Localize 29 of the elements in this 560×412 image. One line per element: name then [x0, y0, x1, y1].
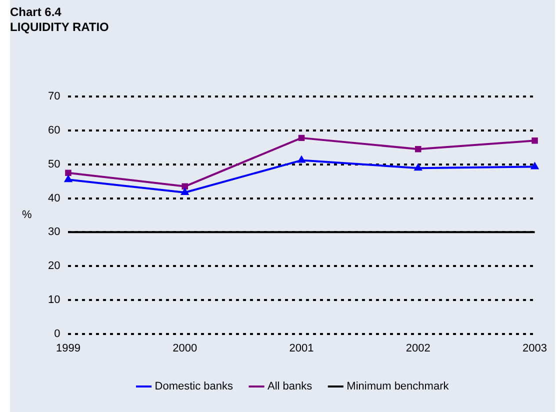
y-tick-label: 30 [48, 226, 60, 238]
x-tick-label: 2003 [522, 342, 548, 354]
point [415, 146, 422, 152]
y-axis-title: % [22, 209, 32, 222]
point [414, 164, 422, 171]
chart-subtitle: LIQUIDITY RATIO [10, 20, 109, 35]
chart-title: Chart 6.4 [10, 5, 62, 20]
y-tick-label: 60 [48, 124, 60, 137]
legend-label: Domestic banks [154, 380, 234, 393]
y-tick-label: 50 [48, 158, 60, 170]
point [182, 183, 188, 190]
point [65, 170, 72, 176]
point [181, 188, 188, 195]
y-tick-label: 0 [54, 328, 60, 340]
x-tick-label: 2002 [406, 342, 430, 354]
point [298, 134, 305, 142]
point [532, 138, 538, 144]
x-tick-label: 2001 [289, 342, 314, 354]
x-tick-label: 2000 [172, 342, 198, 354]
legend-label: Minimum benchmark [346, 380, 450, 393]
y-tick-label: 70 [48, 90, 60, 103]
x-tick-label: 1999 [56, 342, 80, 354]
legend-label: All banks [268, 380, 313, 393]
y-tick-label: 10 [48, 294, 60, 306]
y-tick-label: 20 [48, 260, 60, 272]
point [64, 176, 72, 182]
point [298, 156, 306, 163]
y-tick-label: 40 [48, 192, 60, 204]
point [531, 162, 538, 170]
